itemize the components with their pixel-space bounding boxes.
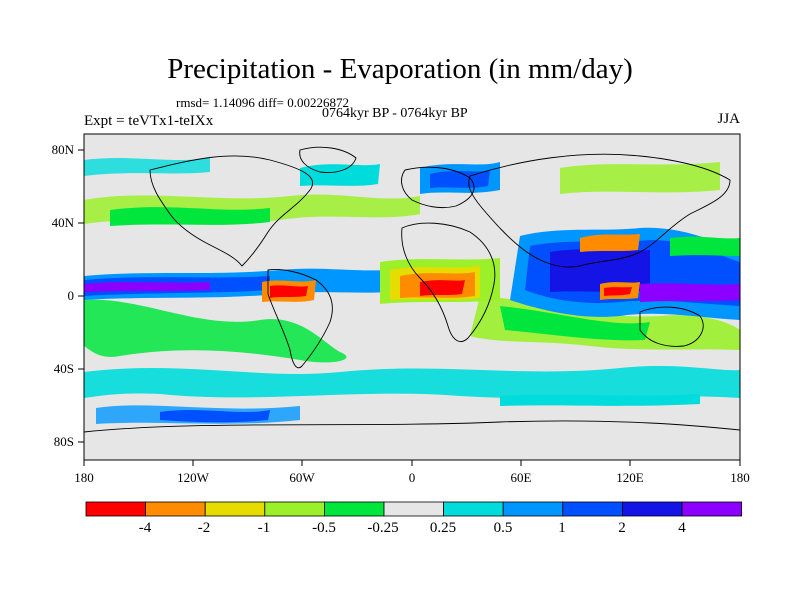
colorbar-swatch xyxy=(323,501,385,517)
colorbar-label: -1 xyxy=(257,520,271,536)
colorbar-label: -4 xyxy=(138,520,152,536)
colorbar-swatch xyxy=(681,501,742,517)
x-tick-label: 120W xyxy=(177,470,209,485)
colorbar-swatch xyxy=(502,501,564,517)
colorbar-swatch xyxy=(85,501,146,517)
colorbar-swatch xyxy=(264,501,325,517)
axis-ticks xyxy=(78,149,741,466)
x-tick-label: 0 xyxy=(408,470,416,485)
x-tick-label: 180 xyxy=(730,470,750,485)
colorbar-label: 2 xyxy=(618,520,626,536)
period-text: 0764kyr BP - 0764kyr BP xyxy=(322,106,468,121)
experiment-label: Expt = teVTx1-teIXx xyxy=(84,113,214,129)
coastlines xyxy=(84,146,740,433)
x-tick-label: 120E xyxy=(616,470,644,485)
colorbar-swatch xyxy=(145,501,206,517)
colorbar-label: 1 xyxy=(558,520,566,536)
y-tick-label: 40N xyxy=(51,215,74,230)
colorbar-label: -0.25 xyxy=(367,520,399,536)
colorbar-swatch xyxy=(622,501,683,517)
x-tick-label: 60W xyxy=(289,470,315,485)
colorbar-label: -0.5 xyxy=(312,520,336,536)
season-label: JJA xyxy=(717,111,740,127)
map-field xyxy=(84,134,740,460)
x-tick-label: 60E xyxy=(510,470,532,485)
colorbar-swatch xyxy=(562,501,623,517)
colorbar-label: 0.25 xyxy=(429,520,457,536)
colorbar-label: 0.5 xyxy=(493,520,513,536)
y-tick-label: 80S xyxy=(53,434,74,449)
colorbar xyxy=(85,501,742,517)
colorbar-swatch xyxy=(443,501,504,517)
y-tick-label: 80N xyxy=(51,142,74,157)
colorbar-swatch xyxy=(383,501,444,517)
colorbar-label: 4 xyxy=(678,520,686,536)
x-tick-label: 180 xyxy=(74,470,94,485)
y-tick-label: 40S xyxy=(53,361,74,376)
map-title: Precipitation - Evaporation (in mm/day) xyxy=(167,53,633,85)
colorbar-label: -2 xyxy=(197,520,211,536)
y-tick-label: 0 xyxy=(67,288,75,303)
colorbar-swatch xyxy=(204,501,266,517)
stats-text: rmsd= 1.14096 diff= 0.00226872 xyxy=(176,95,349,110)
